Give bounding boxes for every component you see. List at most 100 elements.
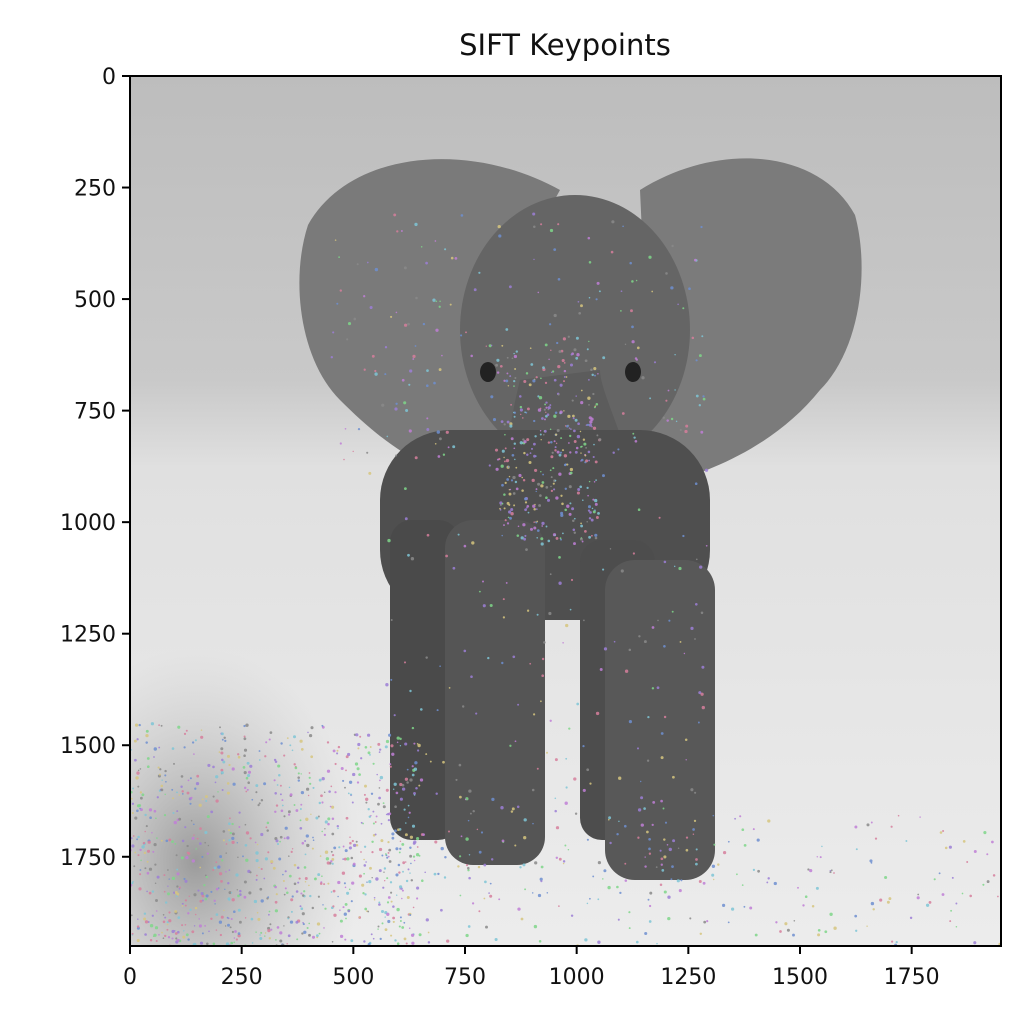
keypoint xyxy=(643,807,646,810)
keypoint xyxy=(382,802,385,805)
keypoint xyxy=(433,872,437,876)
keypoint xyxy=(558,581,562,585)
keypoint xyxy=(206,942,209,946)
keypoint xyxy=(510,479,514,482)
keypoint xyxy=(187,852,191,855)
keypoint xyxy=(807,868,810,871)
keypoint xyxy=(356,263,359,266)
keypoint xyxy=(415,786,418,790)
keypoint xyxy=(294,766,298,770)
keypoint xyxy=(386,856,389,859)
keypoint xyxy=(602,878,604,880)
keypoint xyxy=(511,453,515,457)
keypoint xyxy=(590,518,594,522)
keypoint xyxy=(513,415,516,418)
keypoint xyxy=(279,840,281,843)
keypoint xyxy=(426,369,429,372)
keypoint xyxy=(332,889,336,893)
keypoint xyxy=(555,536,559,540)
keypoint xyxy=(538,940,542,943)
keypoint xyxy=(579,537,583,541)
keypoint xyxy=(743,905,746,908)
keypoint xyxy=(344,427,347,430)
keypoint xyxy=(164,916,167,919)
keypoint xyxy=(287,813,291,816)
keypoint xyxy=(171,876,176,881)
keypoint xyxy=(766,881,769,884)
keypoint xyxy=(405,942,408,945)
keypoint xyxy=(514,368,517,370)
keypoint xyxy=(339,909,341,911)
keypoint xyxy=(422,322,426,326)
keypoint xyxy=(403,921,406,924)
keypoint xyxy=(608,816,612,820)
keypoint xyxy=(700,225,703,229)
keypoint xyxy=(287,934,291,938)
keypoint xyxy=(167,936,171,939)
keypoint xyxy=(399,840,402,843)
keypoint xyxy=(660,863,663,866)
keypoint xyxy=(416,846,419,848)
keypoint xyxy=(407,868,410,871)
keypoint xyxy=(344,902,348,906)
keypoint xyxy=(695,848,698,851)
keypoint xyxy=(468,876,471,880)
keypoint xyxy=(191,836,195,840)
keypoint xyxy=(174,891,178,894)
keypoint xyxy=(243,754,246,757)
keypoint xyxy=(329,805,332,808)
keypoint xyxy=(171,929,175,934)
keypoint xyxy=(591,373,594,377)
keypoint xyxy=(162,937,165,940)
keypoint xyxy=(317,815,320,818)
keypoint xyxy=(139,768,142,770)
keypoint xyxy=(560,494,563,497)
keypoint xyxy=(697,721,700,724)
keypoint xyxy=(711,873,715,877)
keypoint xyxy=(464,798,467,801)
keypoint xyxy=(517,907,521,911)
keypoint xyxy=(419,778,424,782)
keypoint xyxy=(201,894,205,898)
keypoint xyxy=(146,860,149,863)
keypoint xyxy=(374,369,377,373)
keypoint xyxy=(533,924,538,929)
keypoint xyxy=(137,835,140,839)
keypoint xyxy=(176,810,179,813)
keypoint xyxy=(413,794,416,796)
keypoint xyxy=(399,920,402,922)
keypoint xyxy=(233,941,235,944)
keypoint xyxy=(792,933,795,937)
keypoint xyxy=(229,817,231,820)
x-tick-label: 1750 xyxy=(884,965,940,990)
keypoint xyxy=(461,705,465,708)
keypoint xyxy=(387,855,390,858)
keypoint xyxy=(171,937,174,940)
keypoint xyxy=(268,937,271,940)
keypoint xyxy=(352,772,356,777)
keypoint xyxy=(339,919,343,923)
keypoint xyxy=(513,504,516,507)
keypoint xyxy=(589,420,593,424)
keypoint xyxy=(682,307,685,310)
keypoint xyxy=(201,899,204,902)
keypoint xyxy=(467,869,470,872)
keypoint xyxy=(378,787,381,789)
keypoint xyxy=(404,777,409,781)
keypoint xyxy=(228,898,231,901)
keypoint xyxy=(267,929,271,933)
keypoint xyxy=(231,930,234,934)
keypoint xyxy=(245,831,250,835)
keypoint xyxy=(311,847,314,850)
keypoint xyxy=(244,843,248,847)
keypoint xyxy=(623,824,627,828)
keypoint xyxy=(640,796,644,800)
keypoint xyxy=(295,809,299,812)
keypoint xyxy=(532,713,536,716)
keypoint xyxy=(559,383,563,387)
keypoint xyxy=(277,764,281,768)
keypoint xyxy=(146,849,151,853)
keypoint xyxy=(255,931,257,933)
keypoint xyxy=(416,743,419,745)
keypoint xyxy=(589,897,591,900)
